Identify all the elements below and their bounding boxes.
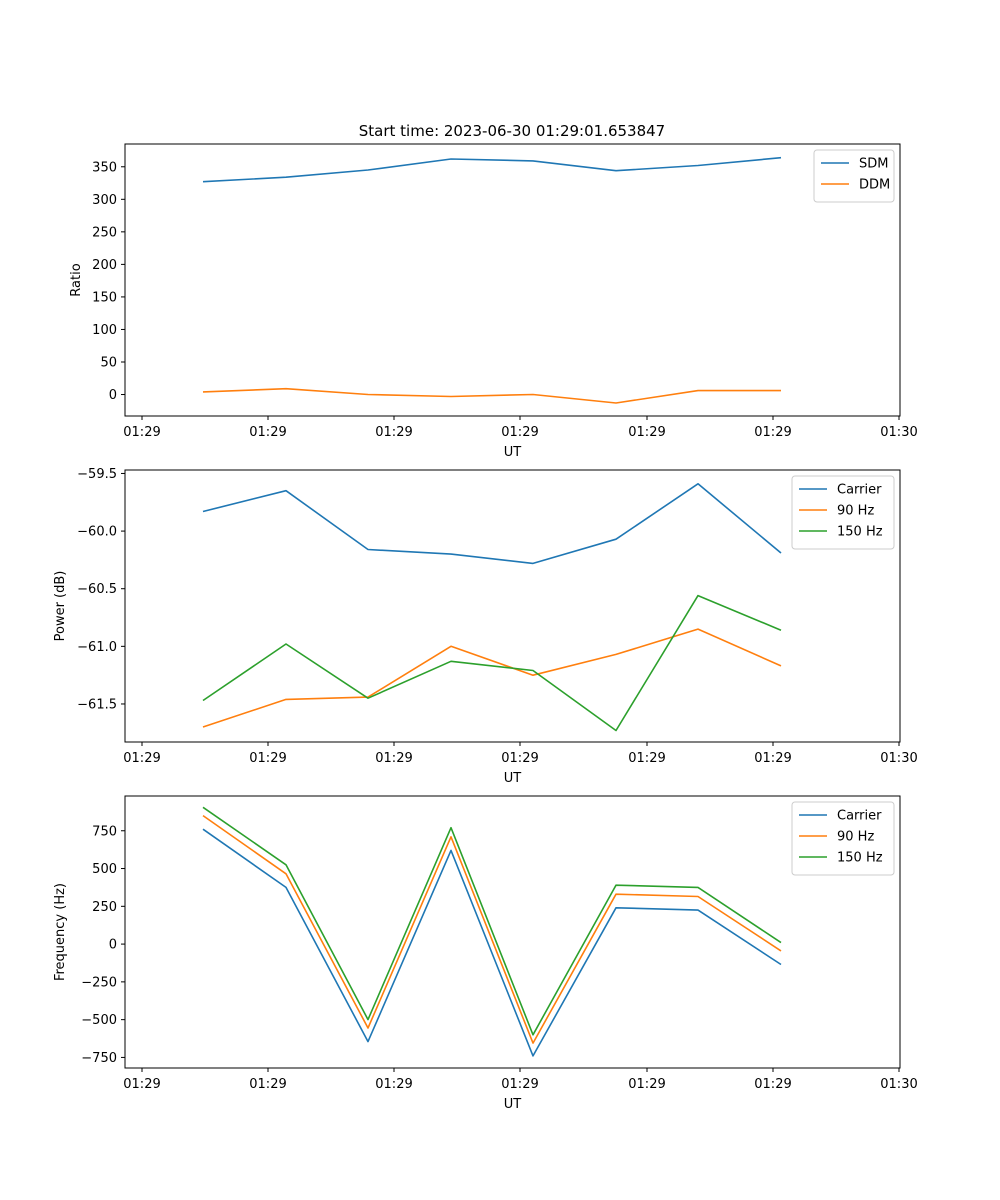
- x-tick-label: 01:30: [880, 425, 917, 440]
- x-tick-label: 01:29: [628, 751, 665, 766]
- chart-panel-1: 0 50 100 150 200 250 300 350 01:29 01:29 01:29 01:2…: [69, 143, 918, 460]
- x-tick-label: 01:29: [754, 751, 791, 766]
- series-line-ddm: [202, 387, 781, 404]
- x-tick-label: 01:29: [249, 1077, 286, 1092]
- axes-frame: [124, 143, 901, 417]
- legend: Carrier 90 Hz 150 Hz: [791, 475, 895, 550]
- y-tick-label: 0: [109, 388, 117, 403]
- y-tick-label: 750: [92, 824, 117, 839]
- axes-frame: [124, 795, 901, 1069]
- legend-label: DDM: [859, 178, 890, 193]
- x-tick-label: 01:29: [123, 1077, 160, 1092]
- x-axis-label: UT: [504, 445, 522, 460]
- y-axis-label: Power (dB): [53, 571, 68, 642]
- legend-label: 90 Hz: [837, 830, 874, 845]
- y-axis-label: Ratio: [69, 263, 84, 296]
- x-tick-label: 01:29: [501, 1077, 538, 1092]
- y-tick-label: −250: [81, 975, 117, 990]
- x-tick-label: 01:29: [501, 425, 538, 440]
- y-tick-label: −60.0: [77, 525, 117, 540]
- series-line-90-hz: [202, 628, 782, 728]
- legend-label: SDM: [859, 157, 888, 172]
- x-axis-label: UT: [504, 771, 522, 786]
- y-tick-label: 500: [92, 862, 117, 877]
- x-tick-label: 01:29: [754, 1077, 791, 1092]
- chart-panel-3: −750 −500 −250 0 250 500 750 01:29 01:29 01:29 01:…: [53, 795, 918, 1112]
- y-axis-label: Frequency (Hz): [53, 883, 68, 981]
- legend-label: 150 Hz: [837, 525, 883, 540]
- figure-title: Start time: 2023-06-30 01:29:01.653847: [359, 122, 665, 140]
- y-tick-label: 0: [109, 938, 117, 953]
- x-axis-label: UT: [504, 1097, 522, 1112]
- series-line-90-hz: [202, 814, 782, 1044]
- y-tick-label: −60.5: [77, 582, 117, 597]
- y-tick-label: −500: [81, 1013, 117, 1028]
- legend-label: 150 Hz: [837, 851, 883, 866]
- axes-frame: [124, 469, 901, 743]
- series-line-sdm: [202, 156, 782, 183]
- y-tick-label: 50: [100, 355, 117, 370]
- y-tick-label: −750: [81, 1051, 117, 1066]
- x-tick-label: 01:29: [249, 425, 286, 440]
- y-tick-label: −59.5: [77, 467, 117, 482]
- x-tick-label: 01:29: [375, 425, 412, 440]
- x-tick-label: 01:29: [375, 1077, 412, 1092]
- legend: SDM DDM: [813, 149, 895, 203]
- legend: Carrier 90 Hz 150 Hz: [791, 801, 895, 876]
- y-tick-label: 250: [92, 225, 117, 240]
- y-tick-label: 300: [92, 193, 117, 208]
- x-tick-label: 01:29: [123, 425, 160, 440]
- panels: 0 50 100 150 200 250 300 350 01:29 01:29 01:29 01:2…: [53, 143, 918, 1112]
- x-tick-label: 01:29: [628, 1077, 665, 1092]
- x-tick-label: 01:29: [123, 751, 160, 766]
- y-tick-label: 150: [92, 290, 117, 305]
- x-tick-label: 01:29: [375, 751, 412, 766]
- x-tick-label: 01:29: [754, 425, 791, 440]
- legend-label: 90 Hz: [837, 504, 874, 519]
- y-tick-label: 200: [92, 258, 117, 273]
- y-tick-label: 100: [92, 323, 117, 338]
- y-tick-label: −61.5: [77, 697, 117, 712]
- x-tick-label: 01:29: [249, 751, 286, 766]
- series-line-carrier: [202, 482, 782, 565]
- x-tick-label: 01:29: [628, 425, 665, 440]
- chart-panel-2: −61.5 −61.0 −60.5 −60.0 −59.5 01:29 01:29 01:29…: [53, 467, 918, 786]
- legend-label: Carrier: [837, 809, 882, 824]
- series-line-150-hz: [202, 806, 782, 1036]
- y-tick-label: −61.0: [77, 640, 117, 655]
- series-line-150-hz: [202, 594, 782, 732]
- y-tick-label: 250: [92, 900, 117, 915]
- series-line-carrier: [202, 828, 782, 1057]
- x-tick-label: 01:29: [501, 751, 538, 766]
- legend-label: Carrier: [837, 483, 882, 498]
- y-tick-label: 350: [92, 160, 117, 175]
- x-tick-label: 01:30: [880, 1077, 917, 1092]
- x-tick-label: 01:30: [880, 751, 917, 766]
